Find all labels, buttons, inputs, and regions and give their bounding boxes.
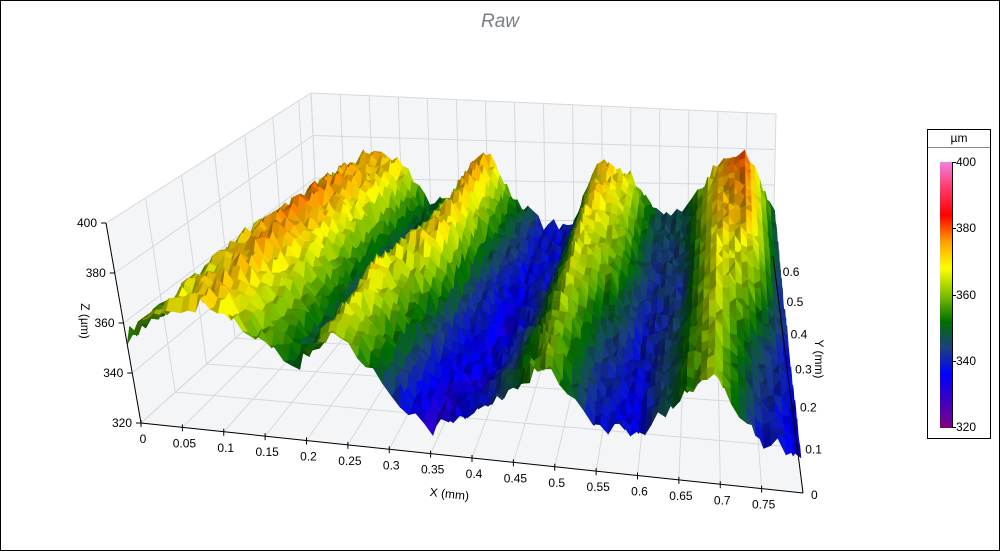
x-tick-label: 0.15 <box>255 445 279 459</box>
y-tick-label: 0.1 <box>805 442 822 456</box>
x-tick-label: 0.2 <box>300 450 317 464</box>
chart-title: Raw <box>480 11 519 32</box>
z-tick-label: 320 <box>112 416 132 430</box>
x-tick-label: 0 <box>140 432 147 446</box>
z-tick-label: 400 <box>77 216 97 230</box>
x-tick-label: 0.5 <box>548 476 565 490</box>
surface-patch <box>657 290 665 299</box>
x-axis-label: X (mm) <box>429 485 470 503</box>
colorbar-gradient <box>940 162 952 428</box>
x-tick-label: 0.35 <box>421 463 445 477</box>
left-gridline <box>123 177 316 324</box>
z-tick-label: 360 <box>94 316 114 330</box>
x-tick-label: 0.75 <box>752 498 776 512</box>
colorbar-label: 340 <box>956 354 977 368</box>
surface-patch <box>717 176 724 188</box>
y-tick-label: 0 <box>811 488 818 502</box>
surface-mesh <box>126 149 802 459</box>
x-tick-label: 0.4 <box>466 467 483 481</box>
y-tick-label: 0.4 <box>791 327 808 341</box>
left-gridline <box>105 92 312 224</box>
colorbar-label: 320 <box>956 420 977 434</box>
colorbar-label: 360 <box>956 288 977 302</box>
x-tick-label: 0.55 <box>586 480 610 494</box>
surface-patch <box>665 216 672 227</box>
back-gridline <box>310 92 777 115</box>
colorbar-label: 400 <box>956 155 977 169</box>
back-gridline <box>312 135 776 150</box>
x-tick-label: 0.1 <box>217 441 234 455</box>
surface-patch <box>604 202 612 213</box>
y-tick-label: 0.6 <box>783 265 800 279</box>
colorbar-unit: µm <box>928 130 990 148</box>
y-axis-label: Y (mm) <box>812 339 826 378</box>
colorbar: µm 400 380 360 340 320 <box>927 129 991 439</box>
y-tick-label: 0.5 <box>787 295 804 309</box>
x-tick-label: 0.3 <box>383 458 400 472</box>
surface-patch <box>668 238 675 250</box>
x-tick-label: 0.65 <box>669 489 693 503</box>
z-axis-label: Z (µm) <box>78 303 92 339</box>
left-gridline <box>114 135 314 274</box>
x-tick-label: 0.7 <box>714 493 731 507</box>
y-tick-label: 0.3 <box>795 363 812 377</box>
surface-patch <box>782 415 791 425</box>
x-tick-label: 0.25 <box>338 454 362 468</box>
z-tick-label: 380 <box>86 266 106 280</box>
z-tick-label: 340 <box>103 366 123 380</box>
x-tick-label: 0.6 <box>631 485 648 499</box>
colorbar-label: 380 <box>956 221 977 235</box>
x-tick-label: 0.45 <box>504 471 528 485</box>
floor-gridline <box>175 391 798 448</box>
surface-patch <box>734 285 743 299</box>
surface-patch <box>642 261 650 268</box>
y-tick-label: 0.2 <box>800 401 817 415</box>
x-tick-label: 0.05 <box>173 436 197 450</box>
